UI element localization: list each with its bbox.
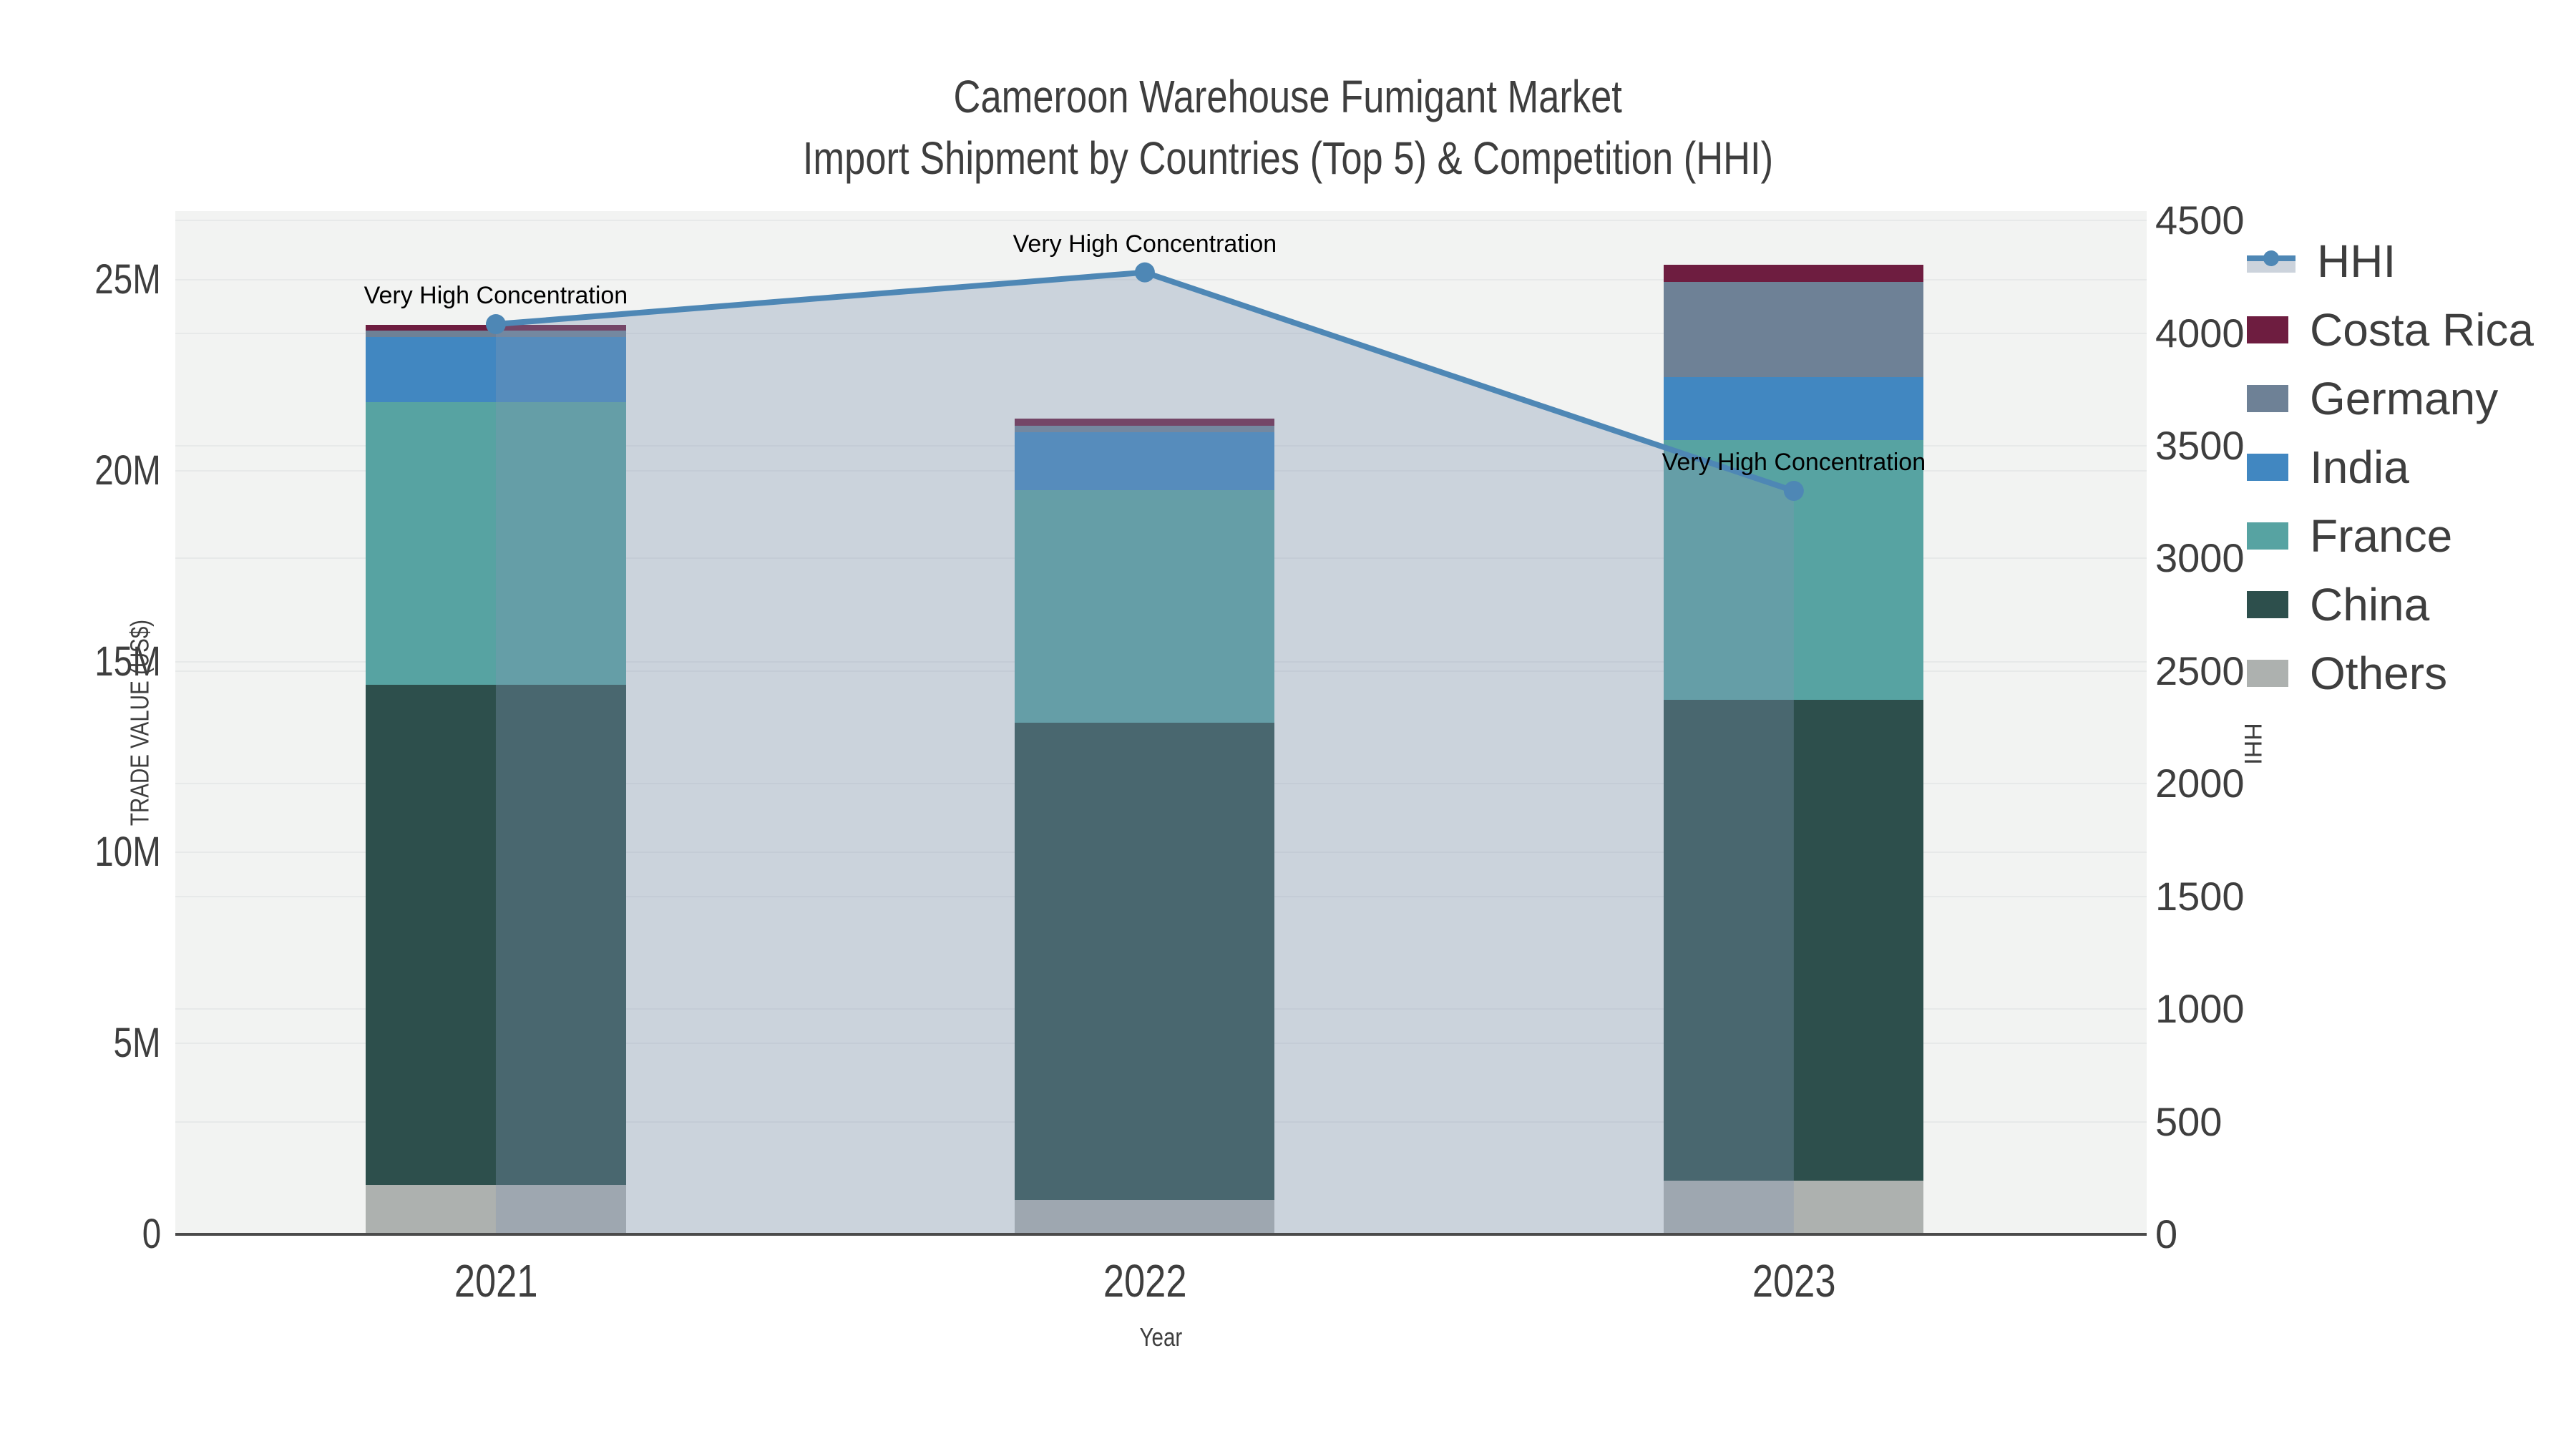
legend-swatch-icon — [2247, 316, 2288, 343]
y-right-tick-3500: 3500 — [2155, 423, 2245, 469]
legend-item-china[interactable]: China — [2247, 570, 2576, 639]
x-tick-text: 2023 — [1752, 1255, 1836, 1307]
legend-swatch-icon — [2247, 660, 2288, 687]
hhi-marker-2023[interactable] — [1783, 481, 1804, 502]
y-left-axis-title: TRADE VALUE (US$) — [125, 597, 155, 848]
legend-swatch-icon — [2247, 591, 2288, 618]
y-right-tick-0: 0 — [2155, 1211, 2178, 1257]
bar-segment-others-2023[interactable] — [1664, 1181, 1924, 1234]
bar-segment-china-2021[interactable] — [366, 684, 626, 1185]
y-left-tick-20M: 20M — [4, 447, 161, 494]
hhi-area-fill — [495, 272, 1794, 1234]
bar-segment-others-2021[interactable] — [366, 1184, 626, 1234]
y-left-tick-text: 25M — [94, 256, 161, 303]
legend-item-france[interactable]: France — [2247, 502, 2576, 570]
legend: HHI Costa Rica Germany India France China Othe… — [2235, 227, 2576, 708]
y-right-tick-1500: 1500 — [2155, 873, 2245, 919]
y-right-tick-500: 500 — [2155, 1098, 2223, 1144]
x-tick-2022: 2022 — [1030, 1257, 1259, 1304]
chart-title: Cameroon Warehouse Fumigant Market — [0, 66, 2576, 127]
bar-segment-others-2022[interactable] — [1015, 1199, 1275, 1234]
y-right-tick-1000: 1000 — [2155, 986, 2245, 1032]
annotation-2022: Very High Concentration — [1013, 230, 1277, 258]
bar-segment-germany-2023[interactable] — [1664, 281, 1924, 378]
x-tick-text: 2022 — [1103, 1255, 1187, 1307]
y-right-tick-2500: 2500 — [2155, 648, 2245, 693]
annotation-2023: Very High Concentration — [1662, 449, 1926, 477]
chart-title-text: Cameroon Warehouse Fumigant Market — [953, 71, 1623, 122]
y-right-tick-2000: 2000 — [2155, 761, 2245, 806]
legend-item-label: China — [2310, 579, 2430, 630]
gridline — [175, 332, 2147, 334]
legend-swatch-icon — [2247, 522, 2288, 550]
legend-item-label: HHI — [2317, 235, 2396, 287]
x-tick-text: 2021 — [454, 1255, 538, 1307]
y-left-tick-25M: 25M — [4, 256, 161, 303]
plot-area — [175, 211, 2147, 1234]
bar-segment-costa-rica-2022[interactable] — [1015, 418, 1275, 426]
y-left-tick-10M: 10M — [4, 829, 161, 876]
legend-item-label: India — [2310, 441, 2409, 493]
legend-item-india[interactable]: India — [2247, 433, 2576, 502]
bar-segment-costa-rica-2023[interactable] — [1664, 264, 1924, 282]
bar-segment-india-2022[interactable] — [1015, 432, 1275, 490]
chart-subtitle-text: Import Shipment by Countries (Top 5) & C… — [802, 132, 1774, 184]
legend-item-label: Costa Rica — [2310, 304, 2534, 356]
bar-segment-china-2022[interactable] — [1015, 723, 1275, 1200]
x-tick-2023: 2023 — [1679, 1257, 1908, 1304]
x-axis-title-text: Year — [1139, 1322, 1183, 1352]
y-left-tick-text: 20M — [94, 447, 161, 494]
bar-segment-india-2021[interactable] — [366, 337, 626, 402]
y-left-tick-text: 15M — [94, 638, 161, 685]
legend-item-label: Germany — [2310, 373, 2499, 424]
legend-swatch-icon — [2247, 454, 2288, 481]
x-axis-line — [175, 1233, 2147, 1236]
title-block: Cameroon Warehouse Fumigant Market Impor… — [0, 66, 2576, 189]
bar-segment-china-2023[interactable] — [1664, 700, 1924, 1181]
y-left-tick-text: 5M — [113, 1020, 161, 1067]
y-right-tick-3000: 3000 — [2155, 535, 2245, 581]
legend-swatch-icon — [2247, 385, 2288, 412]
bar-segment-france-2021[interactable] — [366, 401, 626, 685]
bar-segment-india-2023[interactable] — [1664, 377, 1924, 441]
legend-item-costa-rica[interactable]: Costa Rica — [2247, 296, 2576, 364]
y-right-axis-title-text: HHI — [2238, 723, 2266, 765]
hhi-line-layer — [485, 262, 1804, 1234]
y-right-tick-4500: 4500 — [2155, 197, 2245, 243]
legend-item-others[interactable]: Others — [2247, 639, 2576, 708]
gridline — [175, 220, 2147, 222]
y-left-tick-0: 0 — [4, 1211, 161, 1258]
y-right-axis-title: HHI — [2238, 723, 2266, 765]
legend-item-label: Others — [2310, 648, 2448, 699]
legend-item-germany[interactable]: Germany — [2247, 364, 2576, 433]
bar-segment-germany-2022[interactable] — [1015, 426, 1275, 433]
legend-hhi-marker-dot — [2263, 250, 2279, 266]
bar-segment-france-2022[interactable] — [1015, 489, 1275, 723]
x-axis-title: Year — [1090, 1322, 1233, 1352]
y-right-tick-4000: 4000 — [2155, 310, 2245, 356]
legend-item-hhi[interactable]: HHI — [2247, 227, 2576, 296]
y-left-tick-5M: 5M — [4, 1020, 161, 1067]
legend-item-label: France — [2310, 510, 2453, 562]
annotation-2021: Very High Concentration — [364, 282, 628, 310]
x-tick-2021: 2021 — [381, 1257, 610, 1304]
y-left-tick-text: 0 — [142, 1211, 161, 1257]
hhi-marker-2021[interactable] — [485, 314, 506, 335]
y-left-tick-15M: 15M — [4, 638, 161, 686]
chart-subtitle: Import Shipment by Countries (Top 5) & C… — [0, 127, 2576, 189]
legend-hhi-swatch-icon — [2247, 245, 2296, 277]
hhi-marker-2022[interactable] — [1134, 262, 1155, 283]
y-left-tick-text: 10M — [94, 829, 161, 876]
